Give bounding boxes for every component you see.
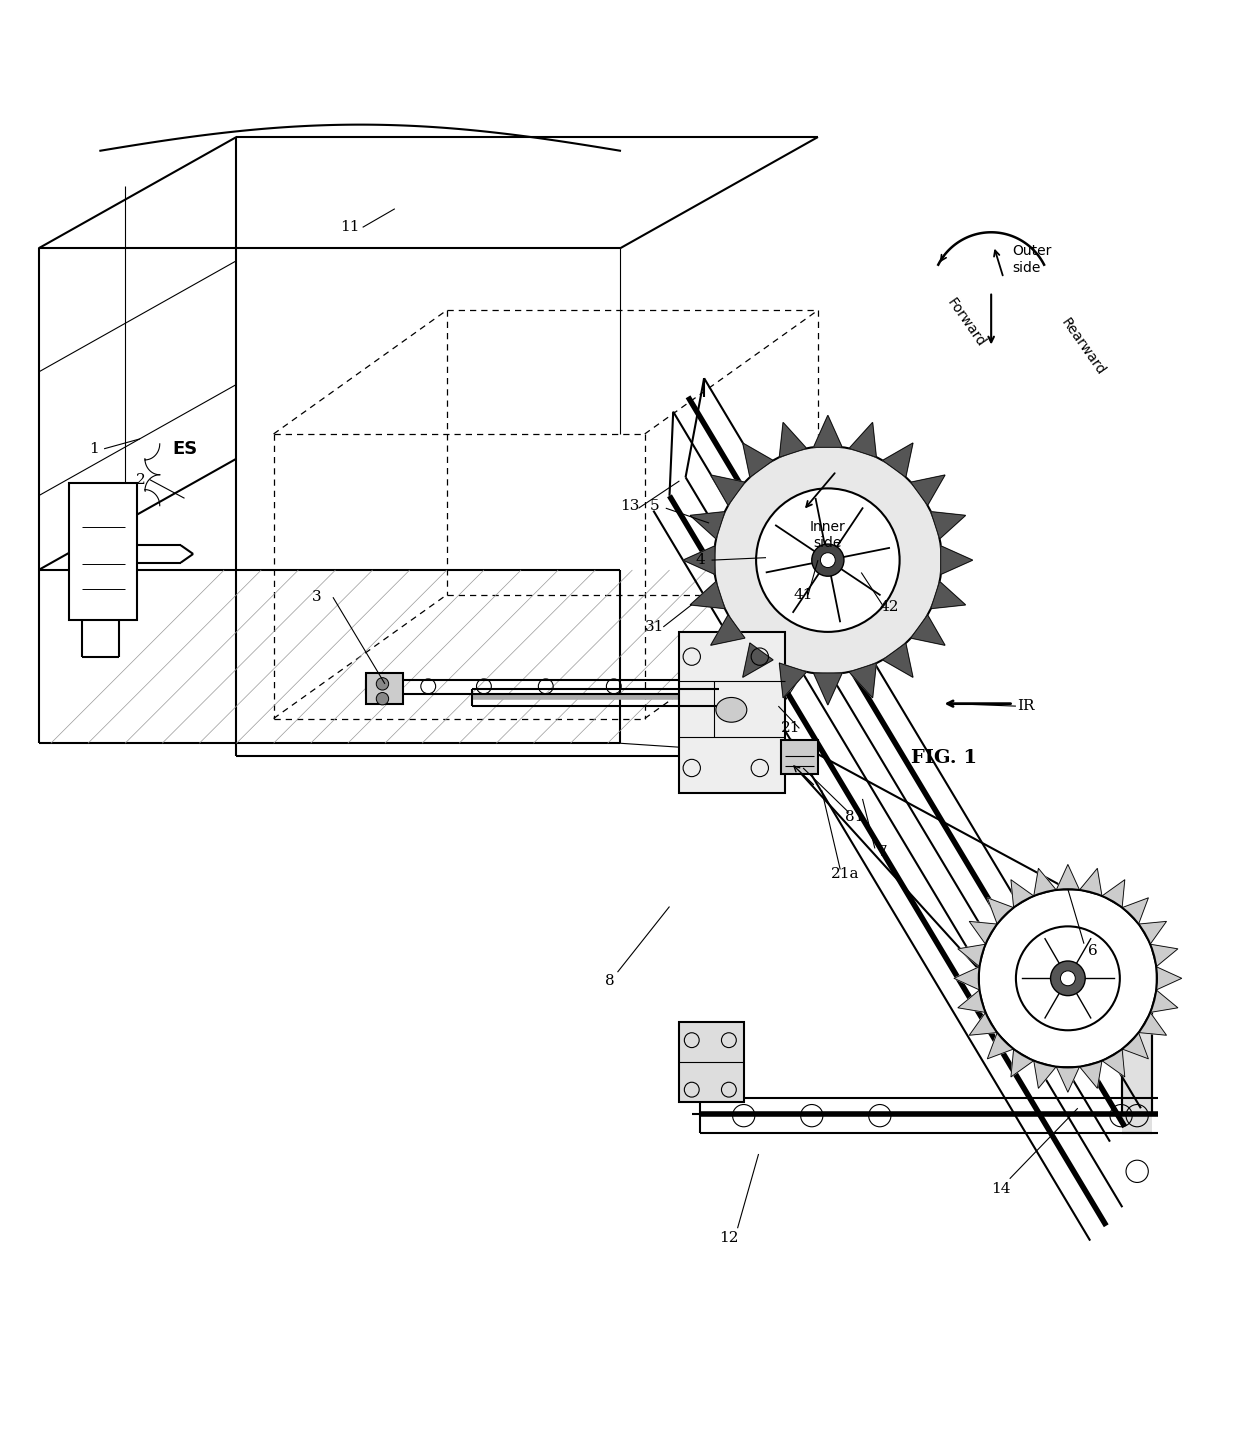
Text: 2: 2 [136, 473, 146, 487]
Polygon shape [970, 921, 997, 944]
Circle shape [812, 545, 844, 576]
Polygon shape [1102, 879, 1125, 908]
Polygon shape [1156, 967, 1182, 990]
Text: IR: IR [1017, 700, 1034, 713]
Polygon shape [959, 944, 986, 967]
Text: side: side [1012, 262, 1040, 274]
Bar [366, 673, 403, 704]
Polygon shape [813, 415, 842, 447]
Polygon shape [1011, 1049, 1034, 1076]
Text: 31: 31 [645, 619, 665, 634]
Polygon shape [931, 512, 966, 539]
Polygon shape [1122, 898, 1148, 924]
Bar [1122, 954, 1152, 1132]
Text: 3: 3 [312, 591, 321, 604]
Text: 6: 6 [1087, 944, 1097, 958]
Text: 14: 14 [991, 1181, 1011, 1196]
Polygon shape [711, 476, 745, 506]
Text: 21a: 21a [831, 868, 859, 881]
Polygon shape [954, 967, 980, 990]
Text: 7: 7 [878, 845, 887, 859]
Bar [69, 483, 138, 619]
Polygon shape [849, 422, 877, 457]
Ellipse shape [715, 697, 746, 723]
Polygon shape [1138, 1013, 1167, 1035]
Text: Outer: Outer [1012, 244, 1052, 257]
Polygon shape [911, 476, 945, 506]
Circle shape [978, 890, 1157, 1068]
Text: 41: 41 [794, 588, 813, 602]
Polygon shape [1080, 1061, 1102, 1088]
Circle shape [821, 553, 836, 568]
Polygon shape [911, 615, 945, 645]
Polygon shape [1151, 990, 1178, 1013]
Text: 13: 13 [620, 499, 640, 513]
Text: ES: ES [172, 440, 197, 458]
Polygon shape [883, 443, 913, 477]
Polygon shape [849, 662, 877, 698]
Polygon shape [743, 644, 773, 677]
Polygon shape [743, 443, 773, 477]
Polygon shape [883, 644, 913, 677]
Polygon shape [970, 1013, 997, 1035]
Polygon shape [1138, 921, 1167, 944]
Polygon shape [987, 1033, 1013, 1059]
Polygon shape [1034, 1061, 1056, 1088]
Polygon shape [1080, 868, 1102, 897]
Polygon shape [780, 662, 806, 698]
Text: Rearward: Rearward [1058, 316, 1107, 378]
Polygon shape [959, 990, 986, 1013]
Polygon shape [683, 546, 715, 575]
Text: FIG. 1: FIG. 1 [911, 749, 977, 767]
Circle shape [376, 678, 388, 690]
Bar [680, 1022, 744, 1102]
Text: 12: 12 [719, 1232, 739, 1244]
Circle shape [756, 489, 899, 632]
Bar [781, 740, 818, 775]
Text: 5: 5 [650, 499, 660, 513]
Polygon shape [931, 582, 966, 609]
Polygon shape [780, 422, 806, 457]
Text: 81: 81 [846, 810, 864, 825]
Text: side: side [813, 536, 842, 550]
Text: 1: 1 [89, 441, 99, 456]
Polygon shape [691, 582, 725, 609]
Polygon shape [1034, 868, 1056, 897]
Text: 11: 11 [341, 220, 360, 234]
Circle shape [1060, 971, 1075, 986]
Polygon shape [1151, 944, 1178, 967]
Polygon shape [691, 512, 725, 539]
Text: 21: 21 [781, 721, 801, 736]
Text: 4: 4 [696, 553, 706, 568]
Polygon shape [1102, 1049, 1125, 1076]
Polygon shape [987, 898, 1013, 924]
Text: Forward: Forward [944, 296, 988, 349]
Polygon shape [1011, 879, 1034, 908]
Polygon shape [1122, 1033, 1148, 1059]
Circle shape [376, 693, 388, 706]
Text: 8: 8 [605, 974, 615, 987]
Polygon shape [813, 673, 842, 706]
Polygon shape [1056, 1066, 1080, 1092]
Polygon shape [1056, 865, 1080, 890]
Polygon shape [711, 615, 745, 645]
Text: 42: 42 [880, 601, 899, 614]
Circle shape [1050, 961, 1085, 996]
Polygon shape [941, 546, 972, 575]
Bar [680, 632, 785, 793]
Text: Inner: Inner [810, 520, 846, 533]
Circle shape [714, 447, 941, 674]
